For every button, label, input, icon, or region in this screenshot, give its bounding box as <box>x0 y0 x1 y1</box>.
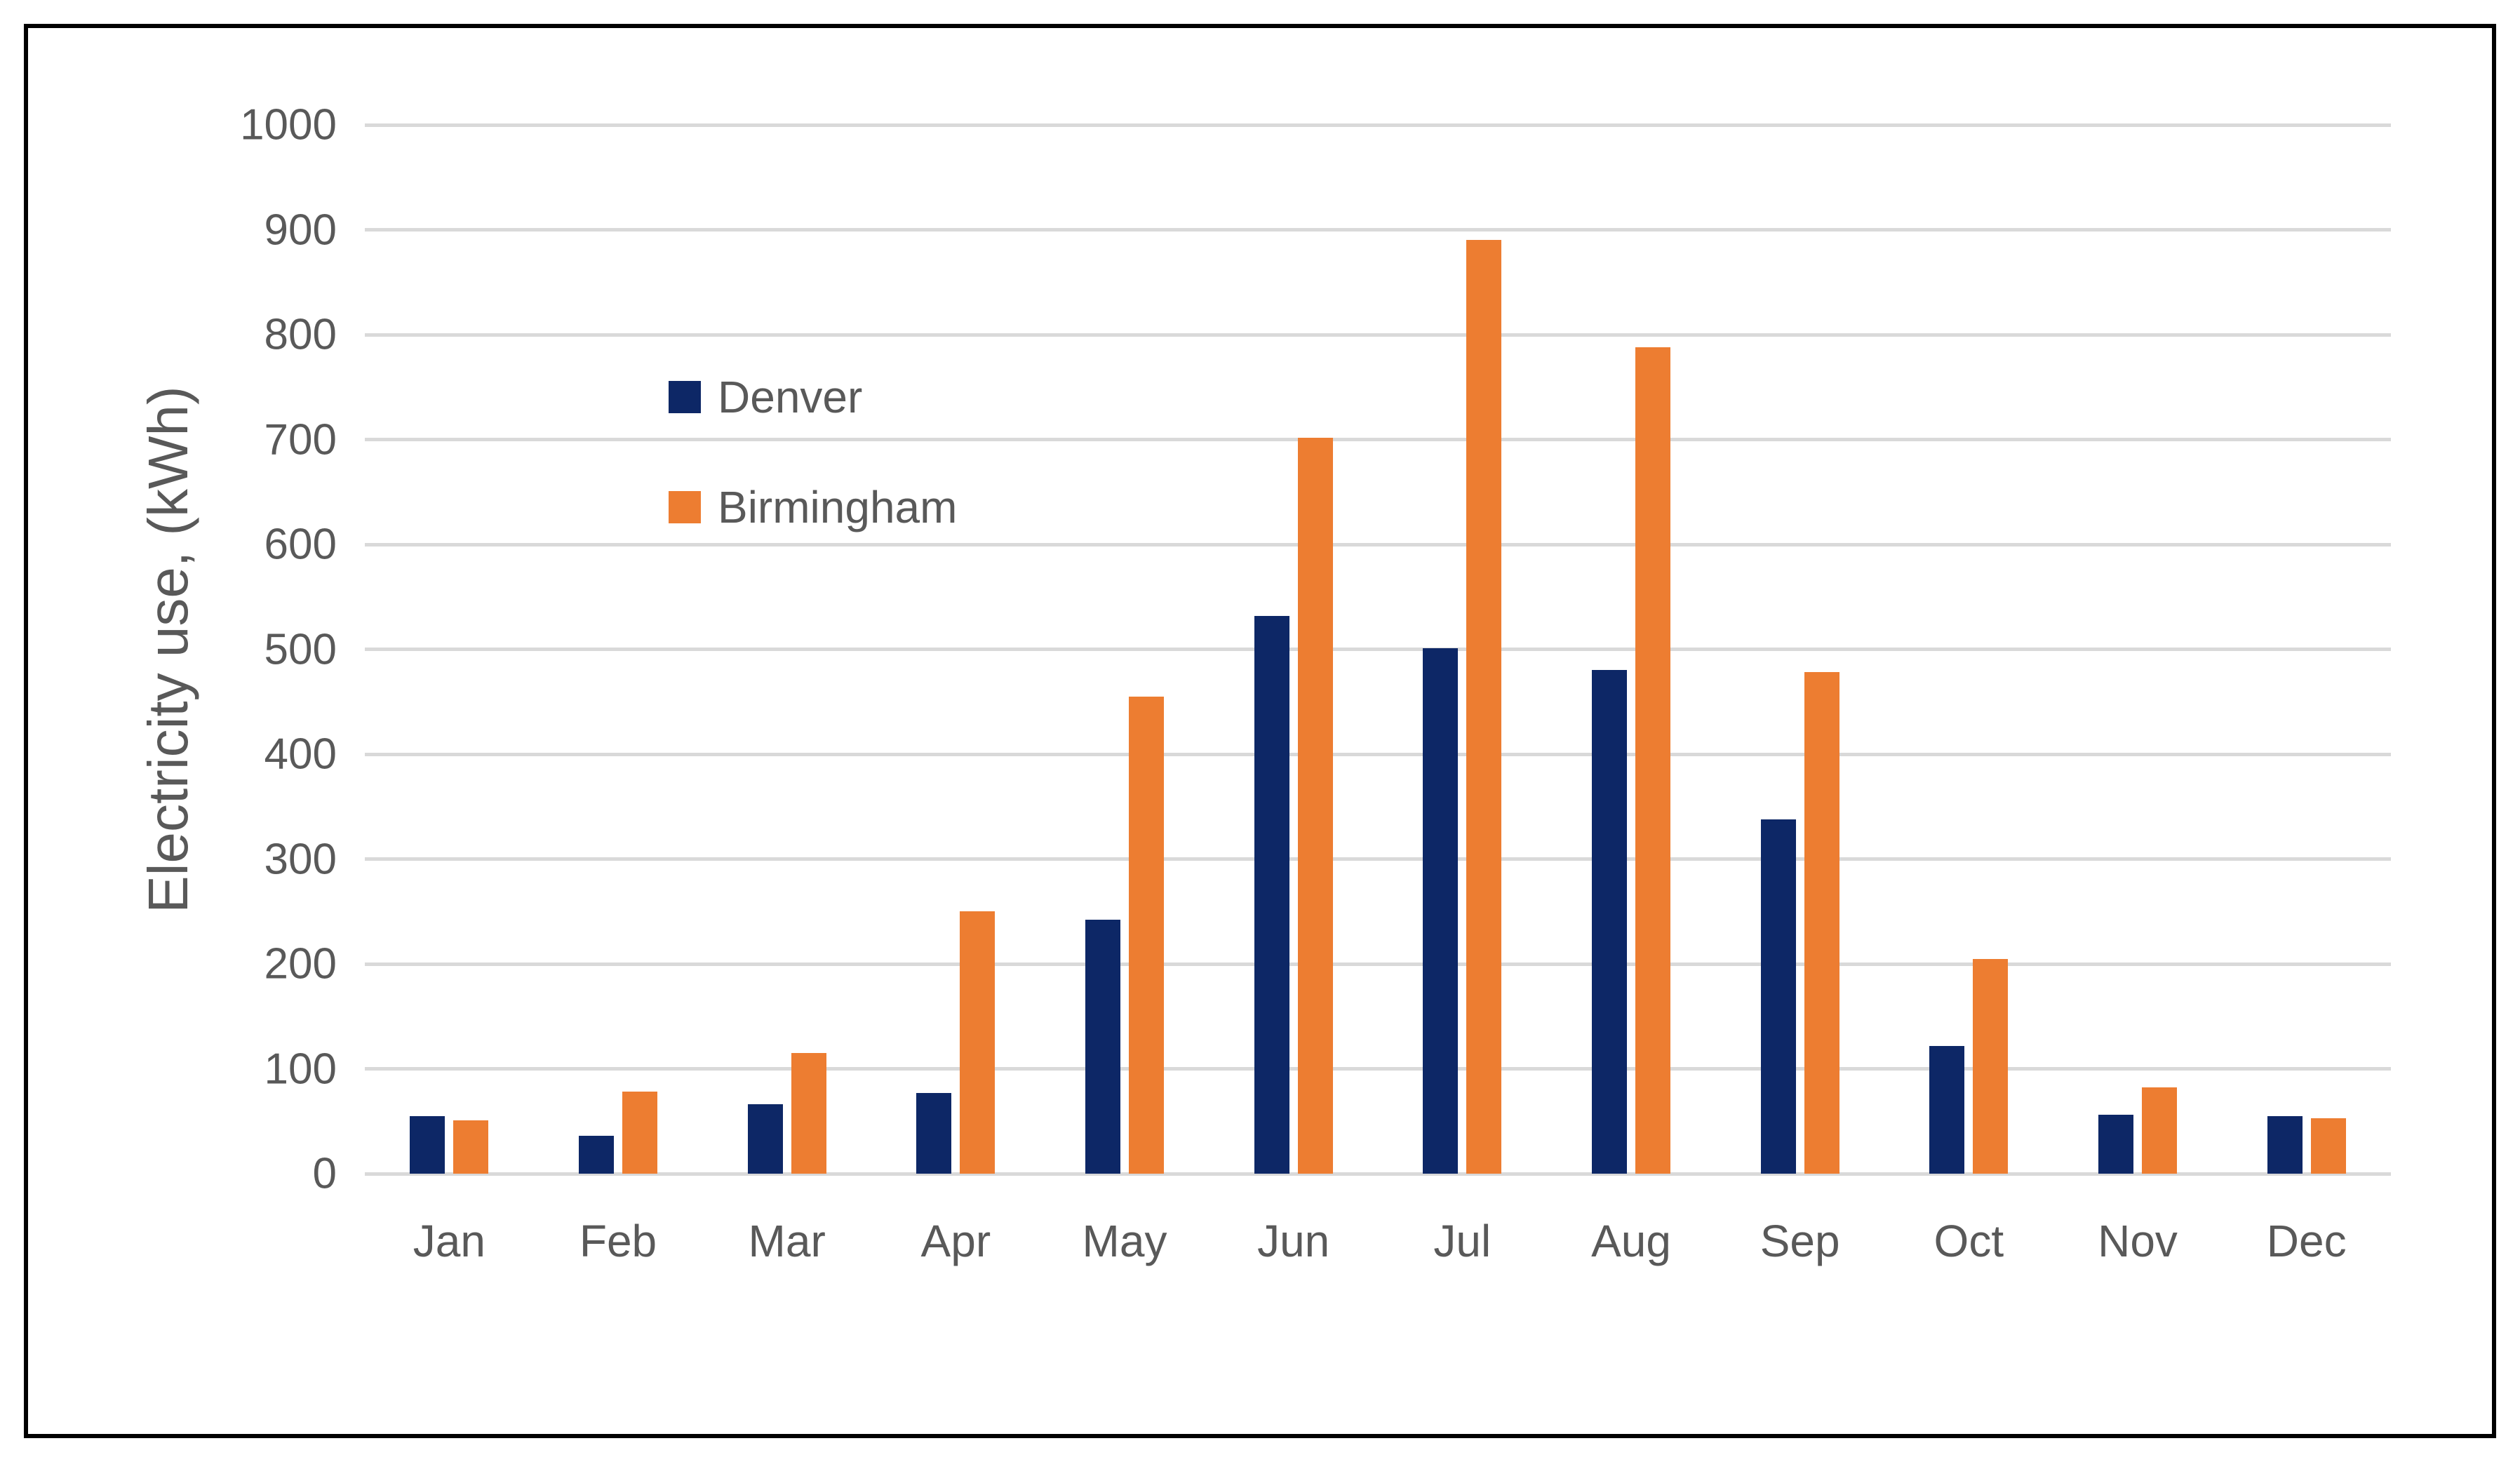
bar-birmingham-nov <box>2142 1087 2177 1174</box>
y-tick-label-500: 500 <box>264 625 337 673</box>
bar-denver-dec <box>2267 1115 2303 1174</box>
bar-denver-sep <box>1760 819 1796 1174</box>
bar-denver-jul <box>1423 648 1459 1174</box>
bar-denver-feb <box>579 1136 614 1174</box>
x-tick-label-jun: Jun <box>1257 1216 1330 1266</box>
bar-denver-apr <box>916 1092 952 1174</box>
y-tick-label-300: 300 <box>264 835 337 883</box>
gridline-1000 <box>365 123 2391 127</box>
y-tick-label-900: 900 <box>264 206 337 254</box>
bar-birmingham-dec <box>2310 1118 2346 1174</box>
bar-birmingham-sep <box>1804 672 1839 1174</box>
bar-birmingham-apr <box>960 911 996 1174</box>
gridline-200 <box>365 962 2391 966</box>
gridline-400 <box>365 752 2391 756</box>
legend-swatch-denver-icon <box>669 381 701 413</box>
bar-denver-jun <box>1254 615 1289 1174</box>
y-tick-label-400: 400 <box>264 730 337 779</box>
legend-label-birmingham: Birmingham <box>718 482 958 532</box>
gridline-300 <box>365 857 2391 861</box>
x-tick-label-may: May <box>1082 1216 1167 1266</box>
bar-birmingham-feb <box>622 1092 657 1174</box>
bar-denver-may <box>1085 920 1120 1174</box>
legend-label-denver: Denver <box>718 372 863 422</box>
gridline-800 <box>365 333 2391 337</box>
legend-item-denver: Denver <box>669 371 862 423</box>
gridline-700 <box>365 438 2391 441</box>
x-tick-label-jan: Jan <box>413 1216 485 1266</box>
x-tick-label-jul: Jul <box>1433 1216 1492 1266</box>
y-tick-label-600: 600 <box>264 520 337 569</box>
bar-denver-oct <box>1929 1045 1965 1174</box>
gridline-900 <box>365 228 2391 232</box>
bar-birmingham-may <box>1129 696 1164 1174</box>
x-tick-label-apr: Apr <box>920 1216 991 1266</box>
gridline-0 <box>365 1172 2391 1176</box>
x-tick-label-feb: Feb <box>579 1216 657 1266</box>
y-tick-label-100: 100 <box>264 1045 337 1093</box>
y-tick-label-1000: 1000 <box>240 100 337 149</box>
gridline-500 <box>365 648 2391 651</box>
x-tick-label-aug: Aug <box>1591 1216 1671 1266</box>
y-tick-label-700: 700 <box>264 415 337 464</box>
x-tick-label-mar: Mar <box>748 1216 826 1266</box>
bar-denver-nov <box>2098 1115 2133 1174</box>
gridline-100 <box>365 1067 2391 1071</box>
bar-birmingham-jul <box>1466 240 1502 1174</box>
plot-area: Denver Birmingham <box>365 123 2391 1176</box>
bar-birmingham-jun <box>1297 437 1333 1174</box>
gridline-600 <box>365 542 2391 546</box>
y-tick-label-800: 800 <box>264 310 337 359</box>
x-tick-label-sep: Sep <box>1760 1216 1840 1266</box>
bar-denver-jan <box>410 1115 445 1174</box>
legend-swatch-birmingham-icon <box>669 491 701 523</box>
bar-denver-aug <box>1592 670 1627 1174</box>
bar-denver-mar <box>747 1104 783 1174</box>
bar-birmingham-oct <box>1973 958 2009 1174</box>
y-tick-label-200: 200 <box>264 939 337 988</box>
bar-birmingham-mar <box>791 1053 826 1174</box>
x-tick-label-dec: Dec <box>2266 1216 2347 1266</box>
bar-birmingham-aug <box>1635 347 1670 1174</box>
x-tick-label-oct: Oct <box>1933 1216 2004 1266</box>
legend-item-birmingham: Birmingham <box>669 481 957 533</box>
bar-birmingham-jan <box>453 1120 489 1174</box>
chart-border-frame: Electricity use, (kWh) Denver Birmingham… <box>24 24 2496 1438</box>
y-tick-label-0: 0 <box>312 1149 337 1198</box>
x-tick-label-nov: Nov <box>2098 1216 2178 1266</box>
